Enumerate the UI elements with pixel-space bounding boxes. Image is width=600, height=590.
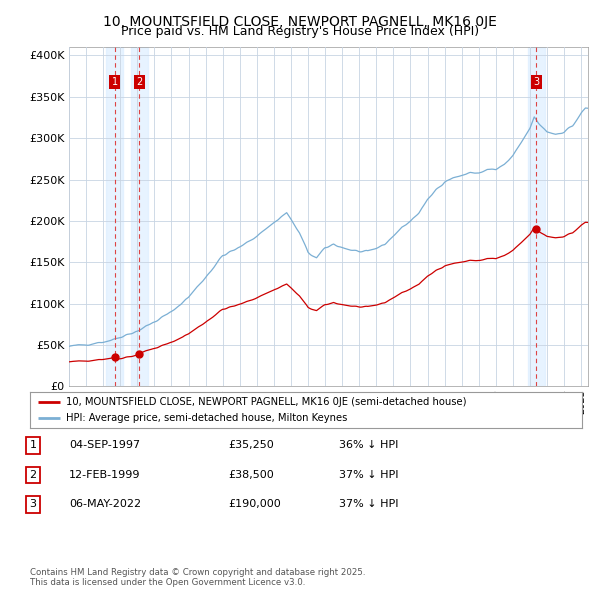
Bar — [131, 47, 148, 386]
Text: 1: 1 — [112, 77, 118, 87]
Text: Price paid vs. HM Land Registry's House Price Index (HPI): Price paid vs. HM Land Registry's House … — [121, 25, 479, 38]
Text: 36% ↓ HPI: 36% ↓ HPI — [339, 441, 398, 450]
Text: 10, MOUNTSFIELD CLOSE, NEWPORT PAGNELL, MK16 0JE: 10, MOUNTSFIELD CLOSE, NEWPORT PAGNELL, … — [103, 15, 497, 29]
Text: £35,250: £35,250 — [228, 441, 274, 450]
Text: 12-FEB-1999: 12-FEB-1999 — [69, 470, 140, 480]
Text: 37% ↓ HPI: 37% ↓ HPI — [339, 470, 398, 480]
Text: 06-MAY-2022: 06-MAY-2022 — [69, 500, 141, 509]
Text: £190,000: £190,000 — [228, 500, 281, 509]
Text: 37% ↓ HPI: 37% ↓ HPI — [339, 500, 398, 509]
Text: 04-SEP-1997: 04-SEP-1997 — [69, 441, 140, 450]
Text: 3: 3 — [533, 77, 539, 87]
Text: 2: 2 — [136, 77, 142, 87]
Text: Contains HM Land Registry data © Crown copyright and database right 2025.
This d: Contains HM Land Registry data © Crown c… — [30, 568, 365, 587]
Text: 3: 3 — [29, 500, 37, 509]
Text: 10, MOUNTSFIELD CLOSE, NEWPORT PAGNELL, MK16 0JE (semi-detached house): 10, MOUNTSFIELD CLOSE, NEWPORT PAGNELL, … — [66, 397, 466, 407]
Text: 1: 1 — [29, 441, 37, 450]
Bar — [528, 47, 545, 386]
Text: 2: 2 — [29, 470, 37, 480]
Bar — [106, 47, 123, 386]
Text: £38,500: £38,500 — [228, 470, 274, 480]
Text: HPI: Average price, semi-detached house, Milton Keynes: HPI: Average price, semi-detached house,… — [66, 413, 347, 423]
